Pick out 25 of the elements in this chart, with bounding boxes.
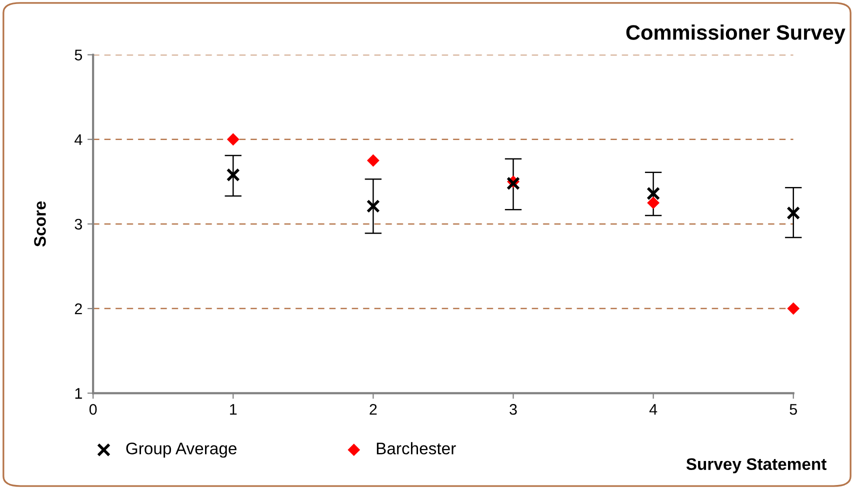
- x-tick-label: 0: [89, 404, 97, 415]
- x-tick-label: 5: [790, 404, 797, 415]
- y-tick-label: 1: [75, 388, 82, 399]
- x-axis-title: Survey Statement: [686, 458, 826, 474]
- y-tick-label: 3: [74, 218, 82, 230]
- chart-title: Commissioner Survey: [626, 24, 846, 44]
- y-axis-title: Score: [34, 201, 46, 247]
- point: [366, 199, 380, 213]
- x-tick-label: 4: [649, 404, 658, 415]
- point: [786, 206, 800, 220]
- legend-label: Barchester: [376, 442, 456, 454]
- x-tick-label: 1: [230, 404, 237, 415]
- point: [366, 154, 380, 167]
- point: [647, 196, 660, 210]
- x-tick-label: 3: [510, 404, 517, 415]
- point: [226, 168, 240, 182]
- legend-label: Group Average: [126, 442, 236, 458]
- y-tick-label: 5: [74, 50, 82, 60]
- point: [506, 176, 520, 190]
- x-tick-label: 2: [370, 404, 377, 415]
- y-tick-label: 4: [74, 134, 82, 145]
- point: [787, 302, 800, 315]
- point: [226, 133, 240, 146]
- y-tick-label: 2: [74, 303, 82, 314]
- point: [646, 186, 660, 200]
